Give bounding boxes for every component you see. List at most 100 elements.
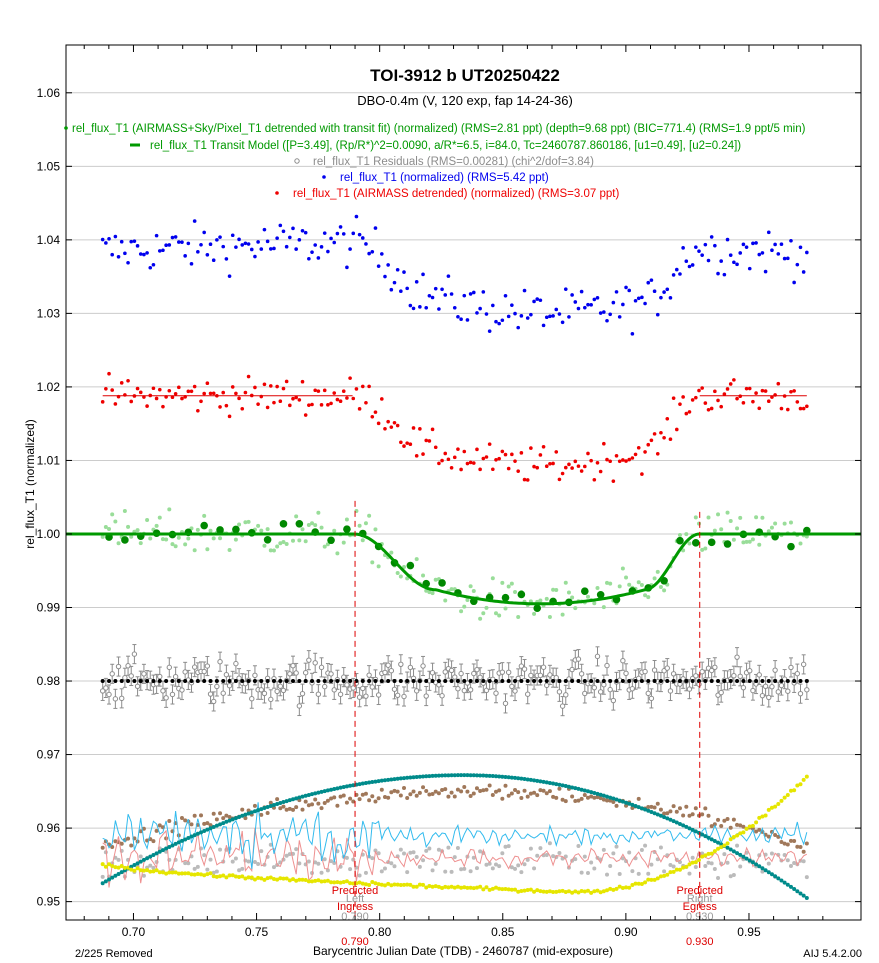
aux-point-airmass xyxy=(525,777,530,782)
aux-point-yellow xyxy=(192,872,197,877)
marker-type-label: Egress xyxy=(683,901,718,913)
residual-point xyxy=(594,653,601,660)
aux-point-brown xyxy=(183,818,188,823)
data-point xyxy=(770,248,774,253)
aux-point-yellow xyxy=(116,865,121,870)
aux-point-airmass xyxy=(363,781,368,786)
data-point xyxy=(583,305,587,310)
aux-point-gray xyxy=(636,871,641,876)
data-point xyxy=(779,242,784,247)
residual-point xyxy=(391,686,398,692)
aux-line-pink xyxy=(102,827,808,888)
aux-point-yellow xyxy=(754,820,759,825)
residual-point xyxy=(420,663,426,669)
data-point xyxy=(259,528,264,533)
aux-point-gray xyxy=(538,846,543,851)
aux-point-yellow xyxy=(278,876,283,881)
aux-point-brown xyxy=(214,817,219,822)
residual-point xyxy=(331,687,337,693)
aux-point-yellow xyxy=(126,865,131,870)
data-point xyxy=(786,407,790,412)
zero-line-point xyxy=(804,679,809,684)
data-point xyxy=(243,520,248,525)
aux-point-airmass xyxy=(776,876,781,881)
aux-point-yellow xyxy=(268,875,273,880)
data-point xyxy=(202,391,206,396)
data-point xyxy=(735,526,740,531)
aux-point-yellow xyxy=(769,805,774,810)
data-point xyxy=(319,403,324,407)
aux-point-brown xyxy=(344,800,349,805)
aux-point-brown xyxy=(598,796,603,801)
data-point xyxy=(703,546,708,551)
aux-point-airmass xyxy=(265,804,270,809)
aux-point-gray xyxy=(294,847,299,852)
zero-line-point xyxy=(278,679,283,684)
data-point xyxy=(462,604,467,609)
data-point xyxy=(757,406,762,411)
residual-point xyxy=(268,696,274,703)
aux-point-yellow xyxy=(176,871,181,876)
data-point xyxy=(373,527,378,532)
aux-point-gray xyxy=(398,847,403,852)
zero-line-point xyxy=(202,679,207,684)
data-point xyxy=(145,404,149,408)
aux-point-airmass xyxy=(788,884,793,889)
data-point xyxy=(399,440,403,445)
aux-point-brown xyxy=(662,811,667,816)
data-point xyxy=(192,384,197,389)
aux-point-yellow xyxy=(325,878,330,883)
data-point xyxy=(313,523,318,528)
aux-point-airmass xyxy=(214,823,219,828)
aux-point-brown xyxy=(703,806,708,811)
data-point xyxy=(138,252,143,256)
zero-line-point xyxy=(741,679,746,684)
data-point xyxy=(576,464,581,468)
data-point xyxy=(789,389,793,394)
data-point xyxy=(570,466,574,470)
data-point xyxy=(281,539,286,544)
aux-point-yellow xyxy=(186,871,191,876)
aux-point-airmass xyxy=(471,773,476,778)
data-point xyxy=(471,589,476,594)
residual-point xyxy=(306,657,312,663)
aux-point-airmass xyxy=(576,786,581,791)
zero-line-point xyxy=(430,679,435,684)
data-point xyxy=(732,260,736,265)
aux-point-brown xyxy=(684,804,689,809)
data-point xyxy=(275,544,280,549)
residual-point xyxy=(115,663,122,670)
residual-point xyxy=(125,663,131,669)
aux-point-yellow xyxy=(601,889,606,894)
residuals-series xyxy=(99,644,810,717)
aux-point-yellow xyxy=(335,880,340,885)
zero-line-point xyxy=(417,679,422,684)
aux-point-airmass xyxy=(684,824,689,829)
data-point xyxy=(288,235,292,240)
data-point xyxy=(465,318,470,322)
residual-point xyxy=(423,693,429,699)
data-point xyxy=(503,606,508,611)
zero-line-point xyxy=(754,679,759,684)
data-point xyxy=(491,303,495,308)
aux-point-gray xyxy=(801,859,806,864)
data-point xyxy=(227,414,232,419)
aux-point-gray xyxy=(240,866,245,871)
aux-point-airmass xyxy=(747,858,752,863)
aux-point-yellow xyxy=(107,862,112,867)
aux-point-yellow xyxy=(785,793,790,798)
data-point xyxy=(367,384,371,389)
data-point xyxy=(602,441,606,446)
aux-point-yellow xyxy=(395,882,400,887)
residual-point xyxy=(607,686,613,693)
aux-point-gray xyxy=(639,847,644,852)
data-point xyxy=(769,525,774,530)
data-point xyxy=(792,280,796,285)
aux-point-yellow xyxy=(598,890,603,895)
aux-point-yellow xyxy=(497,886,502,891)
aux-point-brown xyxy=(585,795,590,800)
aux-point-airmass xyxy=(779,878,784,883)
residual-point xyxy=(442,669,448,675)
data-point xyxy=(738,251,743,255)
aux-point-airmass xyxy=(700,832,705,837)
